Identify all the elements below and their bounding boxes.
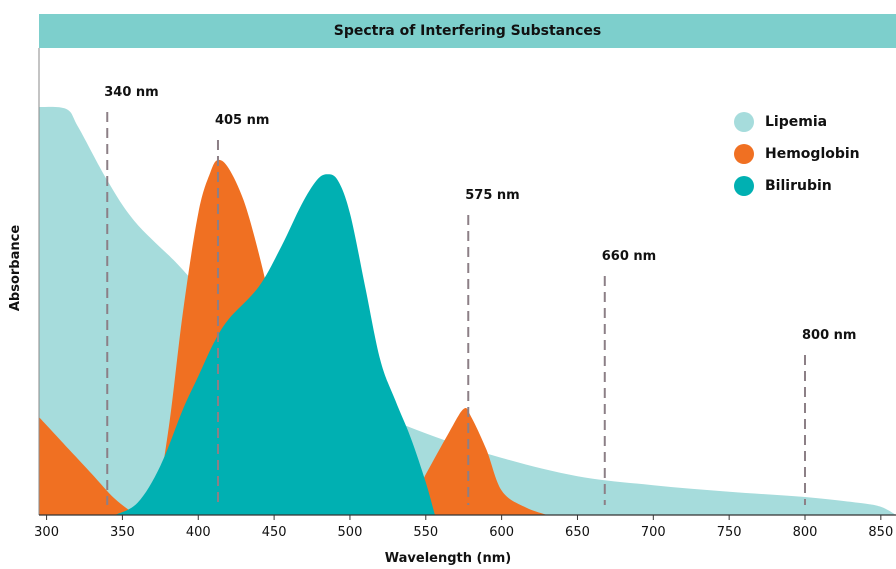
area-bilirubin <box>114 174 435 516</box>
x-tick-label-750: 750 <box>717 525 742 540</box>
x-tick-label-850: 850 <box>868 525 893 540</box>
legend-item-bilirubin: Bilirubin <box>734 170 860 202</box>
legend-label-lipemia: Lipemia <box>765 114 828 130</box>
legend-item-hemoglobin: Hemoglobin <box>734 138 860 170</box>
legend-swatch-bilirubin <box>734 176 754 196</box>
x-tick-label-700: 700 <box>641 525 666 540</box>
legend-item-lipemia: Lipemia <box>734 106 860 138</box>
x-tick-label-450: 450 <box>262 525 287 540</box>
x-tick-label-300: 300 <box>34 525 59 540</box>
y-axis-label: Absorbance <box>8 224 23 312</box>
x-tick-label-600: 600 <box>489 525 514 540</box>
legend: Lipemia Hemoglobin Bilirubin <box>734 106 860 202</box>
chart-title: Spectra of Interfering Substances <box>333 23 602 39</box>
x-tick-label-400: 400 <box>186 525 211 540</box>
title-bar-background <box>39 14 896 48</box>
legend-swatch-hemoglobin <box>734 144 754 164</box>
marker-label-340: 340 nm <box>104 85 158 100</box>
x-tick-label-550: 550 <box>413 525 438 540</box>
x-tick-label-650: 650 <box>565 525 590 540</box>
legend-label-hemoglobin: Hemoglobin <box>765 146 860 162</box>
marker-label-800: 800 nm <box>802 328 856 343</box>
x-tick-label-800: 800 <box>793 525 818 540</box>
legend-label-bilirubin: Bilirubin <box>765 178 832 194</box>
legend-swatch-lipemia <box>734 112 754 132</box>
marker-label-405: 405 nm <box>215 113 269 128</box>
x-tick-label-500: 500 <box>338 525 363 540</box>
x-axis-label: Wavelength (nm) <box>384 551 512 566</box>
x-tick-label-350: 350 <box>110 525 135 540</box>
marker-label-575: 575 nm <box>465 188 519 203</box>
marker-label-660: 660 nm <box>602 249 656 264</box>
